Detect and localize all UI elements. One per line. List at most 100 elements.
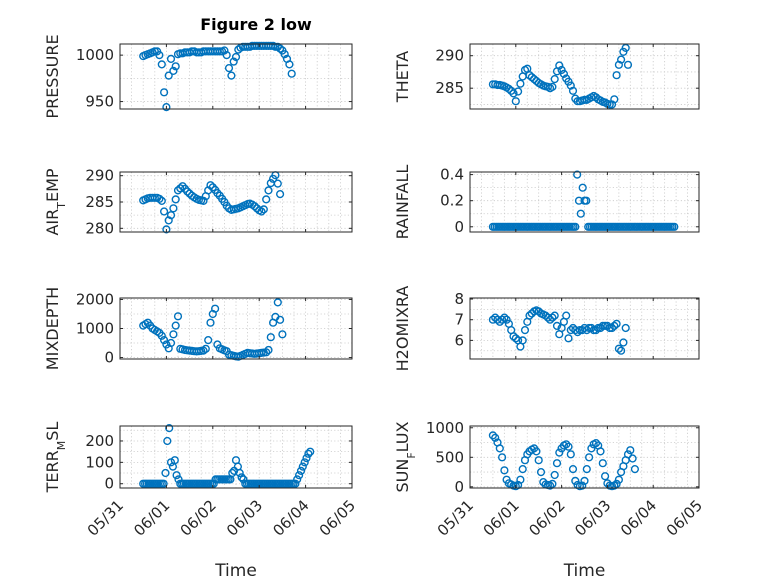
data-point xyxy=(165,424,174,433)
data-point xyxy=(612,479,621,489)
subplot-rainfall: 0 0.2 0.4 RAINFALL xyxy=(393,165,700,239)
subplot-pressure: 950 1000 PRESSURE xyxy=(43,34,353,119)
data-point xyxy=(206,318,215,327)
data-point xyxy=(587,444,596,453)
data-point xyxy=(612,71,621,80)
data-point xyxy=(612,319,621,328)
y-tick-label: 0.2 xyxy=(440,192,464,210)
grid-sun-flux xyxy=(469,426,700,488)
data-point xyxy=(605,100,614,109)
data-point xyxy=(582,196,591,205)
data-point xyxy=(171,62,180,71)
y-axis-label-subscript: T xyxy=(55,202,68,210)
data-point xyxy=(504,84,514,94)
data-point xyxy=(548,313,557,322)
subplot-mixdepth: 0 1000 2000 MIXDEPTH xyxy=(43,287,353,370)
data-point xyxy=(600,472,610,481)
data-point xyxy=(495,444,504,453)
data-point xyxy=(619,338,628,347)
data-point xyxy=(509,89,518,98)
subplot-h2omixra: 6 7 8 H2OMIXRA xyxy=(393,286,700,371)
data-point xyxy=(278,330,287,339)
y-tick-label: 280 xyxy=(85,219,114,237)
axes-box-theta xyxy=(469,43,700,110)
data-point xyxy=(276,190,285,199)
data-point xyxy=(163,436,172,446)
data-point xyxy=(169,204,178,213)
data-point xyxy=(578,481,587,490)
data-point xyxy=(534,456,543,465)
y-tick-label: 0.4 xyxy=(440,166,464,184)
data-point xyxy=(568,465,578,474)
data-point xyxy=(598,459,607,468)
y-tick-label: 0 xyxy=(454,478,464,496)
data-point xyxy=(237,473,246,482)
data-point xyxy=(621,323,630,333)
data-point xyxy=(573,170,582,179)
data-point xyxy=(580,95,589,105)
data-point xyxy=(166,211,176,220)
y-tick-label: 8 xyxy=(454,290,464,308)
data-point xyxy=(623,60,633,69)
data-point xyxy=(616,346,626,355)
y-tick-label: 1000 xyxy=(76,320,114,338)
data-point xyxy=(160,88,169,97)
data-point xyxy=(157,60,166,69)
data-point xyxy=(576,209,585,218)
data-point xyxy=(605,323,614,333)
y-tick-label: 200 xyxy=(85,432,114,450)
data-point xyxy=(262,348,271,357)
data-point xyxy=(235,468,244,478)
data-point xyxy=(150,193,159,202)
data-point xyxy=(562,311,571,320)
data-point xyxy=(591,439,601,448)
axes-box-rainfall xyxy=(469,171,700,233)
data-point xyxy=(582,465,591,474)
data-point xyxy=(273,298,282,307)
data-point xyxy=(293,475,302,484)
data-point xyxy=(160,336,169,345)
data-point xyxy=(559,69,569,79)
data-point xyxy=(280,50,289,59)
data-point xyxy=(273,179,282,188)
data-point xyxy=(176,184,185,193)
data-point xyxy=(628,454,637,463)
data-point xyxy=(614,475,624,484)
data-point xyxy=(550,470,559,480)
data-point xyxy=(250,202,259,211)
data-point xyxy=(170,456,179,465)
series-h2omixra xyxy=(488,306,630,355)
data-point xyxy=(610,321,619,331)
data-point xyxy=(276,44,285,53)
y-axis-label-rest: LUX xyxy=(393,421,412,452)
data-point xyxy=(616,55,626,64)
data-point xyxy=(160,207,169,216)
y-axis-label-pressure: PRESSURE xyxy=(43,34,62,118)
y-tick-label: 7 xyxy=(454,311,464,329)
data-point xyxy=(630,465,640,474)
data-point xyxy=(536,468,546,477)
series-terr-msl xyxy=(139,424,315,488)
data-point xyxy=(262,195,271,204)
data-point xyxy=(566,450,575,459)
y-tick-label: 1000 xyxy=(76,46,114,64)
data-point xyxy=(171,195,180,204)
data-point xyxy=(550,74,559,84)
figure-title: Figure 2 low xyxy=(200,15,312,34)
data-point xyxy=(276,315,285,324)
series-air-temp xyxy=(139,171,285,234)
data-point xyxy=(296,466,306,476)
data-point xyxy=(555,61,564,70)
series-pressure xyxy=(139,41,296,112)
data-point xyxy=(257,207,266,216)
data-point xyxy=(573,328,582,337)
data-point xyxy=(199,346,208,355)
data-point xyxy=(271,42,280,51)
data-point xyxy=(222,50,231,60)
data-point xyxy=(578,183,587,192)
data-point xyxy=(571,222,580,231)
data-point xyxy=(171,321,180,330)
data-point xyxy=(564,334,573,343)
data-point xyxy=(206,181,215,190)
